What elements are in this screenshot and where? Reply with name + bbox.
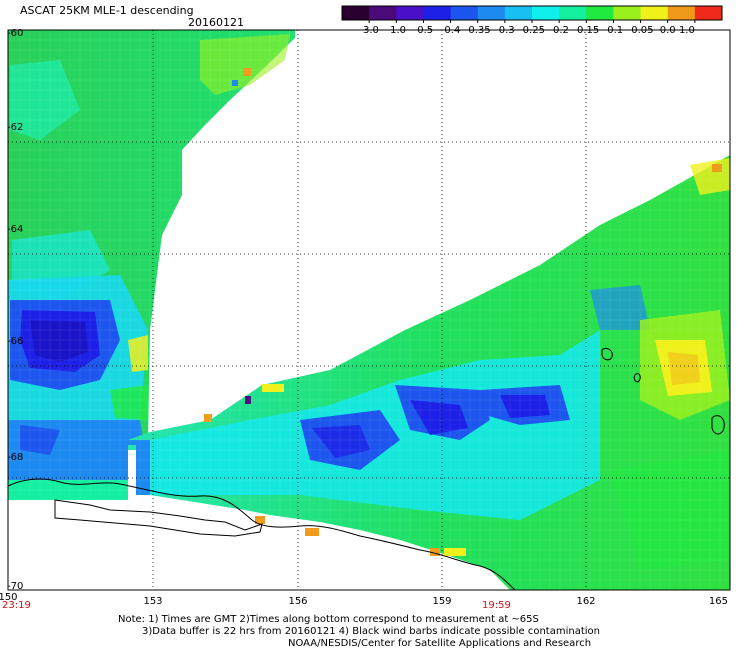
- colorbar-tick-label: -1.0: [387, 25, 407, 36]
- lon-tick-label: 150: [0, 592, 18, 603]
- lat-tick-label: -66: [7, 336, 23, 347]
- colorbar: [341, 5, 723, 23]
- lat-tick-label: -62: [7, 122, 23, 133]
- note-line-1: Note: 1) Times are GMT 2)Times along bot…: [118, 614, 539, 625]
- colorbar-tick-label: -0.3: [495, 25, 515, 36]
- map-date: 20160121: [188, 16, 244, 29]
- colorbar-swatch: [450, 6, 479, 20]
- colorbar-tick-label: -0.4: [441, 25, 461, 36]
- start-time: 23:19: [2, 600, 31, 611]
- colorbar-swatch: [477, 6, 506, 20]
- lon-tick-label: 159: [432, 596, 451, 607]
- lon-tick-label: 156: [288, 596, 307, 607]
- lat-tick-label: -68: [7, 452, 23, 463]
- colorbar-tick-label: 1.0: [679, 25, 695, 36]
- lat-tick-label: -70: [7, 581, 23, 592]
- mid-time: 19:59: [482, 600, 511, 611]
- lat-tick-label: -64: [7, 224, 23, 235]
- colorbar-swatch: [640, 6, 669, 20]
- lon-tick-label: 165: [709, 596, 728, 607]
- colorbar-swatch: [342, 6, 370, 20]
- colorbar-tick-label: -0.2: [549, 25, 569, 36]
- lon-tick-label: 162: [576, 596, 595, 607]
- colorbar-swatch: [613, 6, 642, 20]
- colorbar-tick-label: 0.0: [660, 25, 676, 36]
- lon-tick-label: 153: [143, 596, 162, 607]
- colorbar-tick-label: -0.05: [628, 25, 654, 36]
- east-swath: [128, 155, 730, 590]
- colorbar-swatch: [694, 6, 723, 20]
- map-title: ASCAT 25KM MLE-1 descending: [20, 4, 194, 17]
- colorbar-swatch: [532, 6, 560, 20]
- west-edge-column: [136, 440, 150, 495]
- colorbar-tick-label: -0.1: [604, 25, 624, 36]
- lat-tick-label: -60: [7, 28, 23, 39]
- data-gap: [128, 450, 136, 498]
- colorbar-swatch: [667, 6, 696, 20]
- note-line-3: NOAA/NESDIS/Center for Satellite Applica…: [288, 638, 592, 649]
- colorbar-labels: -3.0 -1.0 -0.5 -0.4 -0.35 -0.3 -0.25 -0.2 -0.15-…: [359, 25, 694, 36]
- graticule: [8, 30, 730, 590]
- colorbar-swatch: [396, 6, 424, 20]
- note-line-2: 3)Data buffer is 22 hrs from 20160121 4)…: [142, 626, 600, 637]
- colorbar-swatch: [369, 6, 397, 20]
- map-frame: [7, 29, 731, 591]
- colorbar-tick-label: -0.35: [465, 25, 491, 36]
- colorbar-tick-label: -0.5: [414, 25, 434, 36]
- colorbar-swatch: [559, 6, 587, 20]
- colorbar-swatch: [423, 6, 452, 20]
- colorbar-tick-label: -0.25: [519, 25, 545, 36]
- colorbar-tick-label: -0.15: [573, 25, 599, 36]
- coastline: [7, 347, 725, 591]
- colorbar-swatch: [504, 6, 533, 20]
- colorbar-tick-label: -3.0: [359, 25, 379, 36]
- colorbar-swatch: [586, 6, 614, 20]
